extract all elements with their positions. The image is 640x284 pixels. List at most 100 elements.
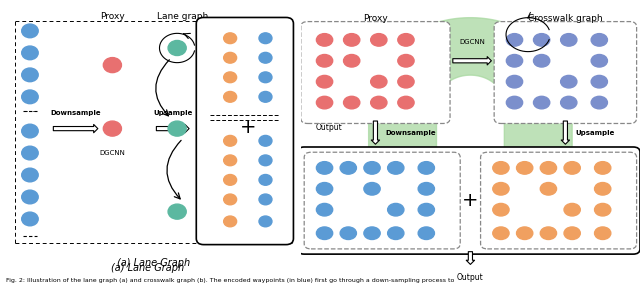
Circle shape [506, 55, 523, 67]
Circle shape [168, 121, 186, 136]
Circle shape [22, 146, 38, 160]
Circle shape [316, 34, 333, 46]
Circle shape [259, 216, 272, 227]
Circle shape [506, 76, 523, 88]
Circle shape [591, 34, 607, 46]
Text: +: + [462, 191, 479, 210]
Circle shape [316, 227, 333, 239]
Text: Upsample: Upsample [153, 110, 193, 116]
Circle shape [259, 135, 272, 146]
Circle shape [591, 55, 607, 67]
Circle shape [398, 96, 414, 109]
Text: Fig. 2: Illustration of the lane graph (a) and crosswalk graph (b). The encoded : Fig. 2: Illustration of the lane graph (… [6, 277, 455, 283]
Circle shape [371, 34, 387, 46]
Circle shape [418, 203, 435, 216]
Circle shape [223, 194, 237, 205]
Circle shape [168, 41, 186, 55]
Circle shape [344, 96, 360, 109]
Circle shape [516, 162, 533, 174]
Circle shape [540, 227, 557, 239]
Circle shape [493, 203, 509, 216]
Circle shape [22, 124, 38, 138]
Circle shape [540, 183, 557, 195]
Circle shape [493, 162, 509, 174]
Circle shape [388, 227, 404, 239]
Circle shape [561, 34, 577, 46]
Circle shape [418, 183, 435, 195]
Circle shape [316, 183, 333, 195]
Circle shape [316, 76, 333, 88]
Circle shape [364, 227, 380, 239]
Text: Upsample: Upsample [575, 130, 615, 136]
Text: +: + [239, 118, 256, 137]
Circle shape [340, 162, 356, 174]
Text: Output: Output [316, 123, 342, 132]
Circle shape [259, 194, 272, 205]
Circle shape [388, 162, 404, 174]
Circle shape [398, 34, 414, 46]
Circle shape [344, 34, 360, 46]
Circle shape [168, 204, 186, 219]
Text: Crosswalk graph: Crosswalk graph [528, 14, 603, 24]
Circle shape [418, 227, 435, 239]
FancyBboxPatch shape [298, 147, 640, 254]
Circle shape [364, 162, 380, 174]
Circle shape [595, 183, 611, 195]
Text: Output: Output [457, 273, 484, 282]
Text: (a) Lane Graph: (a) Lane Graph [111, 263, 184, 273]
Circle shape [398, 76, 414, 88]
Circle shape [595, 162, 611, 174]
Circle shape [371, 76, 387, 88]
Circle shape [223, 72, 237, 83]
Text: DGCNN: DGCNN [459, 39, 485, 45]
Circle shape [595, 227, 611, 239]
Circle shape [418, 162, 435, 174]
Circle shape [22, 168, 38, 182]
Circle shape [493, 227, 509, 239]
Circle shape [591, 76, 607, 88]
Circle shape [534, 34, 550, 46]
FancyBboxPatch shape [481, 152, 637, 249]
FancyBboxPatch shape [301, 22, 450, 124]
Text: (a) Lane Graph: (a) Lane Graph [117, 258, 190, 268]
Circle shape [259, 52, 272, 63]
Circle shape [259, 91, 272, 102]
Circle shape [595, 203, 611, 216]
Circle shape [561, 96, 577, 109]
Text: Downsample: Downsample [385, 130, 436, 136]
Circle shape [223, 91, 237, 102]
Text: Downsample: Downsample [51, 110, 101, 116]
Text: Lane graph: Lane graph [157, 12, 209, 21]
Circle shape [22, 24, 38, 38]
Circle shape [22, 90, 38, 104]
Circle shape [223, 174, 237, 185]
Circle shape [316, 162, 333, 174]
Text: Proxy: Proxy [363, 14, 388, 24]
Circle shape [223, 33, 237, 44]
Circle shape [371, 96, 387, 109]
Circle shape [259, 72, 272, 83]
Circle shape [561, 76, 577, 88]
Circle shape [259, 33, 272, 44]
Circle shape [364, 183, 380, 195]
Circle shape [223, 135, 237, 146]
Circle shape [564, 162, 580, 174]
Circle shape [540, 162, 557, 174]
Circle shape [564, 227, 580, 239]
Circle shape [506, 96, 523, 109]
Circle shape [534, 55, 550, 67]
FancyBboxPatch shape [304, 152, 460, 249]
Circle shape [506, 34, 523, 46]
Circle shape [103, 121, 122, 136]
Circle shape [316, 96, 333, 109]
Circle shape [22, 46, 38, 60]
Circle shape [22, 190, 38, 204]
Circle shape [316, 55, 333, 67]
Circle shape [103, 58, 122, 73]
Circle shape [388, 203, 404, 216]
Polygon shape [369, 18, 572, 187]
Circle shape [591, 96, 607, 109]
Circle shape [564, 203, 580, 216]
Circle shape [223, 155, 237, 166]
Circle shape [223, 216, 237, 227]
